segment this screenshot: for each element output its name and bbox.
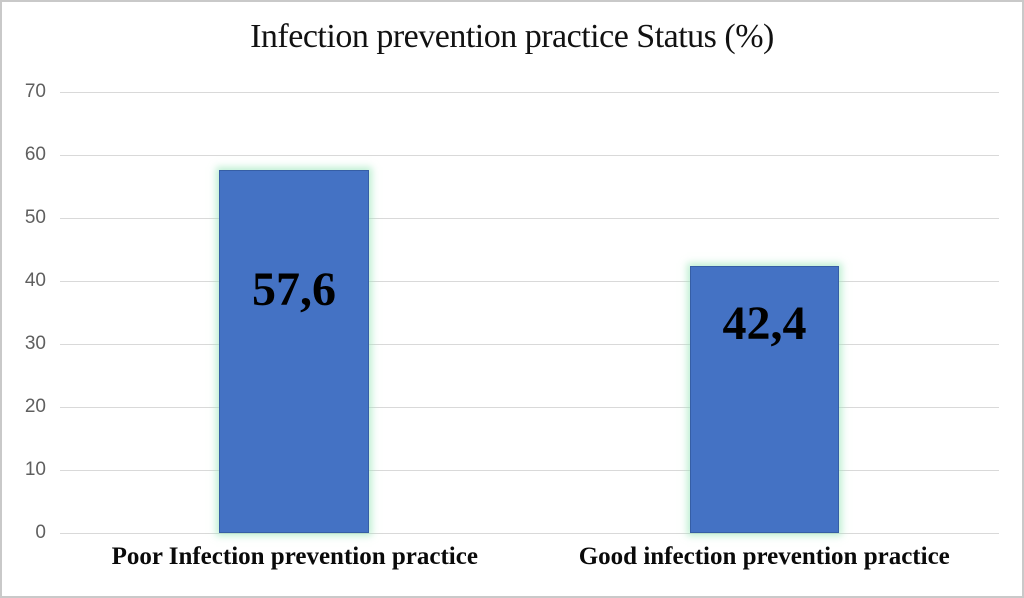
gridline [60,470,999,471]
gridline [60,533,999,534]
gridline [60,281,999,282]
plot-area: 57,6 42,4 [60,92,999,534]
gridline [60,92,999,93]
gridline [60,344,999,345]
y-axis-tick-label: 10 [24,459,46,480]
y-axis-tick-label: 70 [24,81,46,102]
bar-good-infection-prevention-practice[interactable]: 42,4 [690,266,839,533]
bar-poor-infection-prevention-practice[interactable]: 57,6 [219,170,369,533]
gridline [60,218,999,219]
x-axis-category-labels: Poor Infection prevention practice Good … [60,542,999,572]
chart-title: Infection prevention practice Status (%) [250,18,774,55]
y-axis-tick-label: 60 [24,144,46,165]
y-axis-tick-label: 40 [24,270,46,291]
category-label-poor: Poor Infection prevention practice [111,543,478,570]
gridline [60,155,999,156]
category-label-good: Good infection prevention practice [578,543,950,570]
y-axis-tick-label: 30 [24,333,46,354]
y-axis-tick-label: 20 [24,396,46,417]
y-axis-tick-label: 0 [35,522,46,543]
bar-value-label: 57,6 [252,263,336,316]
gridline [60,407,999,408]
y-axis-tick-label: 50 [24,207,46,228]
bar-value-label: 42,4 [722,297,807,350]
